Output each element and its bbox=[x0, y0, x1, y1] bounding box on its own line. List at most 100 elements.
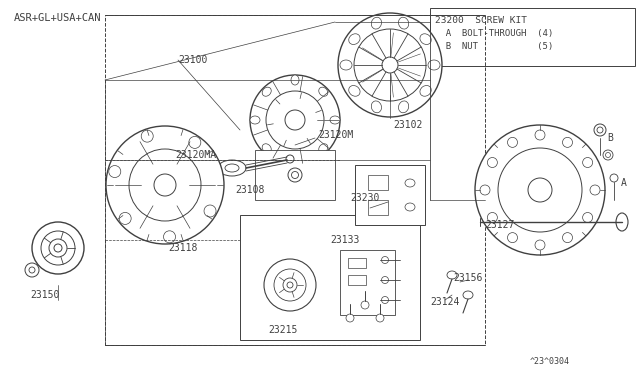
Ellipse shape bbox=[381, 276, 388, 283]
Ellipse shape bbox=[428, 60, 440, 70]
Text: 23215: 23215 bbox=[268, 325, 298, 335]
Text: 23150: 23150 bbox=[30, 290, 60, 300]
Ellipse shape bbox=[381, 296, 388, 304]
Bar bbox=[368, 175, 388, 190]
Ellipse shape bbox=[119, 212, 131, 224]
Bar bbox=[355, 165, 425, 225]
Text: 23100: 23100 bbox=[178, 55, 207, 65]
Bar bbox=[368, 200, 388, 215]
Ellipse shape bbox=[382, 57, 398, 73]
Ellipse shape bbox=[488, 157, 497, 167]
Text: 23127: 23127 bbox=[485, 220, 515, 230]
Bar bbox=[105, 15, 485, 345]
Ellipse shape bbox=[371, 17, 381, 29]
Text: 23230: 23230 bbox=[350, 193, 380, 203]
Text: B  NUT           (5): B NUT (5) bbox=[435, 42, 553, 51]
Ellipse shape bbox=[41, 231, 75, 265]
Ellipse shape bbox=[49, 239, 67, 257]
Ellipse shape bbox=[594, 124, 606, 136]
Ellipse shape bbox=[262, 144, 271, 153]
Ellipse shape bbox=[154, 174, 176, 196]
Ellipse shape bbox=[605, 153, 611, 157]
Ellipse shape bbox=[262, 87, 271, 96]
Bar bbox=[240, 215, 420, 340]
Ellipse shape bbox=[32, 222, 84, 274]
Ellipse shape bbox=[225, 164, 239, 172]
Text: 23200  SCREW KIT: 23200 SCREW KIT bbox=[435, 16, 527, 25]
Ellipse shape bbox=[250, 116, 260, 124]
Bar bbox=[348, 258, 366, 268]
Ellipse shape bbox=[291, 75, 299, 85]
Ellipse shape bbox=[164, 231, 175, 243]
Bar bbox=[348, 275, 366, 285]
Ellipse shape bbox=[590, 185, 600, 195]
Ellipse shape bbox=[508, 137, 518, 147]
Ellipse shape bbox=[250, 75, 340, 165]
Text: ^23^0304: ^23^0304 bbox=[530, 357, 570, 366]
Ellipse shape bbox=[447, 271, 457, 279]
Ellipse shape bbox=[610, 174, 618, 182]
Ellipse shape bbox=[141, 130, 153, 142]
Text: 23124: 23124 bbox=[430, 297, 460, 307]
Bar bbox=[255, 150, 335, 200]
Bar bbox=[340, 250, 395, 315]
Text: 23120MA: 23120MA bbox=[175, 150, 216, 160]
Ellipse shape bbox=[597, 127, 603, 133]
Ellipse shape bbox=[319, 144, 328, 153]
Ellipse shape bbox=[288, 168, 302, 182]
Text: 23156: 23156 bbox=[453, 273, 483, 283]
Text: 23108: 23108 bbox=[235, 185, 264, 195]
Ellipse shape bbox=[286, 155, 294, 163]
Ellipse shape bbox=[189, 137, 201, 148]
Ellipse shape bbox=[338, 13, 442, 117]
Ellipse shape bbox=[582, 157, 593, 167]
Ellipse shape bbox=[204, 205, 216, 217]
Ellipse shape bbox=[371, 101, 381, 113]
Ellipse shape bbox=[285, 110, 305, 130]
Ellipse shape bbox=[376, 314, 384, 322]
Ellipse shape bbox=[25, 263, 39, 277]
Ellipse shape bbox=[291, 155, 299, 165]
Ellipse shape bbox=[274, 269, 306, 301]
Ellipse shape bbox=[291, 171, 298, 179]
Ellipse shape bbox=[330, 116, 340, 124]
Text: 23133: 23133 bbox=[330, 235, 360, 245]
Ellipse shape bbox=[508, 232, 518, 243]
Ellipse shape bbox=[399, 17, 409, 29]
Ellipse shape bbox=[463, 291, 473, 299]
Ellipse shape bbox=[340, 60, 352, 70]
Ellipse shape bbox=[381, 257, 388, 263]
Ellipse shape bbox=[582, 212, 593, 222]
Text: A: A bbox=[621, 178, 627, 188]
Text: 23120M: 23120M bbox=[318, 130, 353, 140]
Ellipse shape bbox=[354, 29, 426, 101]
Ellipse shape bbox=[106, 126, 224, 244]
Ellipse shape bbox=[266, 91, 324, 149]
Ellipse shape bbox=[264, 259, 316, 311]
Ellipse shape bbox=[349, 86, 360, 96]
Ellipse shape bbox=[218, 160, 246, 176]
Ellipse shape bbox=[488, 212, 497, 222]
Ellipse shape bbox=[346, 314, 354, 322]
Ellipse shape bbox=[616, 213, 628, 231]
Text: 23102: 23102 bbox=[393, 120, 422, 130]
Ellipse shape bbox=[563, 137, 573, 147]
Ellipse shape bbox=[420, 86, 431, 96]
Ellipse shape bbox=[475, 125, 605, 255]
Ellipse shape bbox=[319, 87, 328, 96]
Ellipse shape bbox=[29, 267, 35, 273]
Ellipse shape bbox=[109, 166, 121, 177]
Ellipse shape bbox=[480, 185, 490, 195]
Ellipse shape bbox=[283, 278, 297, 292]
Ellipse shape bbox=[349, 34, 360, 45]
Ellipse shape bbox=[563, 232, 573, 243]
Ellipse shape bbox=[420, 34, 431, 45]
Ellipse shape bbox=[498, 148, 582, 232]
Ellipse shape bbox=[361, 301, 369, 309]
Bar bbox=[430, 8, 635, 66]
Ellipse shape bbox=[603, 150, 613, 160]
Ellipse shape bbox=[405, 203, 415, 211]
Ellipse shape bbox=[528, 178, 552, 202]
Ellipse shape bbox=[535, 240, 545, 250]
Text: A  BOLT-THROUGH  (4): A BOLT-THROUGH (4) bbox=[435, 29, 553, 38]
